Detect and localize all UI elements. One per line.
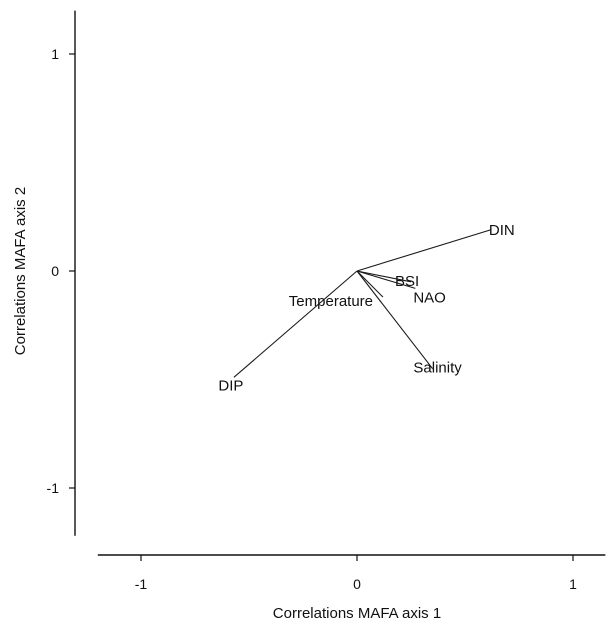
y-ticks: -1 0 1 (47, 46, 75, 496)
vector-din (356, 229, 492, 272)
y-tick-label: -1 (47, 480, 60, 496)
vector-salinity (356, 270, 434, 369)
x-tick-label: 0 (353, 576, 361, 592)
vector-label-temperature: Temperature (289, 293, 373, 310)
x-ticks: -1 0 1 (135, 555, 577, 592)
y-axis-title: Correlations MAFA axis 2 (12, 187, 29, 355)
vector-bsi (356, 270, 412, 283)
x-tick-label: -1 (135, 576, 148, 592)
x-axis-title: Correlations MAFA axis 1 (273, 605, 441, 622)
vector-label-dip: DIP (218, 377, 243, 394)
vector-label-nao: NAO (413, 289, 446, 306)
x-axis: -1 0 1 (97, 554, 606, 592)
vector-temperature (356, 270, 384, 298)
x-tick-label: 1 (569, 576, 577, 592)
y-tick-label: 0 (51, 263, 59, 279)
y-axis: -1 0 1 (47, 10, 76, 536)
y-tick-label: 1 (51, 46, 59, 62)
vector-label-din: DIN (489, 222, 515, 239)
vector-nao (356, 270, 416, 289)
vector-label-bsi: BSI (395, 273, 419, 290)
vector-dip (233, 270, 358, 378)
vector-label-salinity: Salinity (413, 360, 462, 377)
